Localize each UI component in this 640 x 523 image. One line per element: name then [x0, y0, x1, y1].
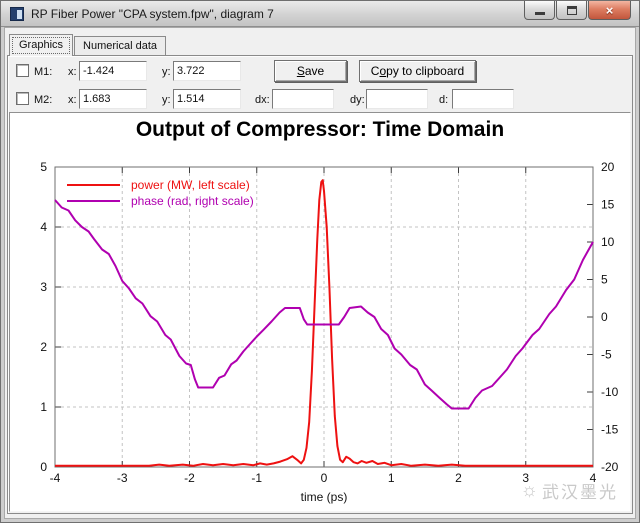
svg-text:0: 0 [321, 471, 328, 485]
svg-text:time (ps): time (ps) [301, 490, 348, 504]
svg-text:1: 1 [388, 471, 395, 485]
watermark-text: 武汉墨光 [542, 483, 618, 502]
m2-label: M2: [34, 94, 53, 106]
svg-text:0: 0 [40, 460, 47, 474]
chart-panel: Output of Compressor: Time Domain -4 -3 -2… [9, 112, 631, 512]
titlebar[interactable]: RP Fiber Power "CPA system.fpw", diagram… [1, 1, 639, 27]
svg-text:0: 0 [601, 310, 608, 324]
svg-text:4: 4 [590, 471, 597, 485]
m1-y-input[interactable] [173, 61, 241, 81]
svg-text:3: 3 [40, 280, 47, 294]
svg-text:2: 2 [40, 340, 47, 354]
svg-text:phase (rad, right scale): phase (rad, right scale) [131, 194, 254, 208]
close-button[interactable]: × [588, 1, 631, 20]
m2-checkbox[interactable] [16, 92, 29, 105]
tab-graphics-label: Graphics [19, 39, 64, 51]
tab-bar: Graphics Numerical data [9, 34, 167, 56]
m1-y-label: y: [162, 66, 171, 78]
client-area: Graphics Numerical data M1: x: y: Save C… [4, 27, 636, 519]
m2-y-label: y: [162, 94, 171, 106]
m1-x-input[interactable] [79, 61, 147, 81]
svg-text:4: 4 [40, 220, 47, 234]
svg-text:2: 2 [455, 471, 462, 485]
minimize-icon [534, 11, 545, 15]
m1-label: M1: [34, 66, 53, 78]
m1-x-label: x: [68, 66, 77, 78]
dy-input[interactable] [366, 89, 428, 109]
svg-text:10: 10 [601, 235, 615, 249]
graphics-tab-panel: M1: x: y: Save Copy to clipboard M2: x: … [7, 55, 633, 514]
svg-text:-3: -3 [117, 471, 128, 485]
svg-text:-5: -5 [601, 348, 612, 362]
maximize-icon [566, 5, 577, 15]
window-title: RP Fiber Power "CPA system.fpw", diagram… [31, 7, 274, 21]
tab-numerical-data-label: Numerical data [83, 40, 158, 52]
tab-graphics[interactable]: Graphics [9, 34, 74, 56]
m2-x-label: x: [68, 94, 77, 106]
d-label: d: [439, 94, 449, 106]
svg-text:-15: -15 [601, 423, 619, 437]
svg-text:15: 15 [601, 198, 615, 212]
m1-checkbox[interactable] [16, 64, 29, 77]
svg-text:power (MW, left scale): power (MW, left scale) [131, 178, 250, 192]
svg-text:-2: -2 [184, 471, 195, 485]
svg-text:5: 5 [601, 273, 608, 287]
app-icon [10, 7, 24, 21]
tab-numerical-data[interactable]: Numerical data [74, 36, 167, 55]
svg-text:3: 3 [522, 471, 529, 485]
m2-y-input[interactable] [173, 89, 241, 109]
svg-text:-10: -10 [601, 385, 619, 399]
maximize-button[interactable] [556, 1, 587, 20]
watermark: ☼ 武汉墨光 [521, 478, 618, 503]
save-button[interactable]: Save [274, 60, 347, 82]
window-controls: × [523, 1, 631, 20]
dx-label: dx: [255, 94, 270, 106]
dy-label: dy: [350, 94, 365, 106]
svg-text:5: 5 [40, 160, 47, 174]
copy-to-clipboard-button[interactable]: Copy to clipboard [359, 60, 476, 82]
m2-x-input[interactable] [79, 89, 147, 109]
close-icon: × [605, 2, 614, 18]
svg-text:1: 1 [40, 400, 47, 414]
svg-text:-20: -20 [601, 460, 619, 474]
svg-text:-4: -4 [50, 471, 61, 485]
sun-logo-icon: ☼ [520, 479, 538, 501]
dx-input[interactable] [272, 89, 334, 109]
chart-title: Output of Compressor: Time Domain [135, 118, 505, 141]
svg-text:-1: -1 [251, 471, 262, 485]
minimize-button[interactable] [524, 1, 555, 20]
d-input[interactable] [452, 89, 514, 109]
svg-text:20: 20 [601, 160, 615, 174]
